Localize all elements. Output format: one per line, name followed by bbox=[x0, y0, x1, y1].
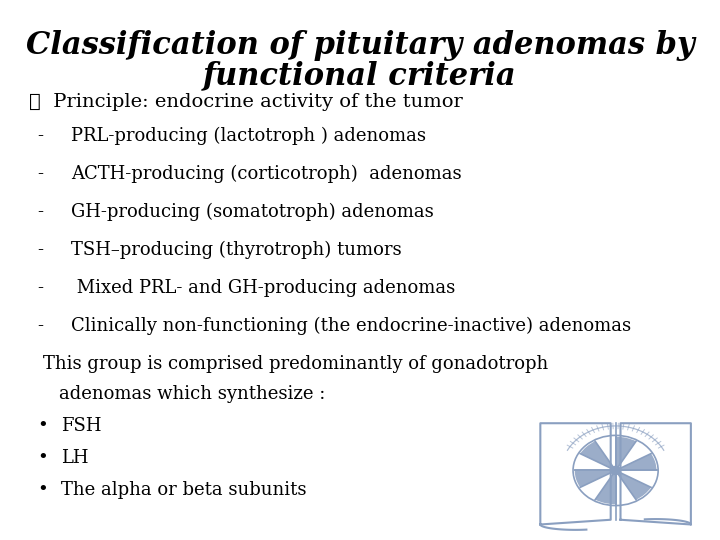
Text: -: - bbox=[37, 279, 42, 297]
Text: -: - bbox=[37, 127, 42, 145]
Wedge shape bbox=[616, 437, 636, 467]
Wedge shape bbox=[595, 474, 616, 504]
Text: functional criteria: functional criteria bbox=[203, 60, 517, 91]
Text: •: • bbox=[37, 481, 48, 499]
Text: Mixed PRL- and GH-producing adenomas: Mixed PRL- and GH-producing adenomas bbox=[71, 279, 455, 297]
Wedge shape bbox=[580, 441, 613, 468]
Wedge shape bbox=[575, 470, 611, 487]
Circle shape bbox=[611, 467, 621, 475]
Text: FSH: FSH bbox=[60, 417, 102, 435]
Text: LH: LH bbox=[60, 449, 89, 467]
Text: -: - bbox=[37, 317, 42, 335]
Text: ACTH-producing (corticotroph)  adenomas: ACTH-producing (corticotroph) adenomas bbox=[71, 165, 462, 183]
Text: -: - bbox=[37, 241, 42, 259]
Text: Classification of pituitary adenomas by: Classification of pituitary adenomas by bbox=[26, 30, 694, 61]
Text: GH-producing (somatotroph) adenomas: GH-producing (somatotroph) adenomas bbox=[71, 203, 433, 221]
Text: adenomas which synthesize :: adenomas which synthesize : bbox=[59, 385, 325, 403]
Text: •: • bbox=[37, 449, 48, 467]
Text: -: - bbox=[37, 203, 42, 221]
Wedge shape bbox=[620, 454, 657, 470]
Wedge shape bbox=[618, 472, 651, 500]
Text: ✓  Principle: endocrine activity of the tumor: ✓ Principle: endocrine activity of the t… bbox=[29, 93, 462, 111]
Text: This group is comprised predominantly of gonadotroph: This group is comprised predominantly of… bbox=[42, 355, 548, 373]
Text: TSH–producing (thyrotroph) tumors: TSH–producing (thyrotroph) tumors bbox=[71, 241, 402, 259]
Text: PRL-producing (lactotroph ) adenomas: PRL-producing (lactotroph ) adenomas bbox=[71, 127, 426, 145]
Text: Clinically non-functioning (the endocrine-inactive) adenomas: Clinically non-functioning (the endocrin… bbox=[71, 317, 631, 335]
Text: The alpha or beta subunits: The alpha or beta subunits bbox=[60, 481, 306, 499]
Text: -: - bbox=[37, 165, 42, 183]
Text: •: • bbox=[37, 417, 48, 435]
